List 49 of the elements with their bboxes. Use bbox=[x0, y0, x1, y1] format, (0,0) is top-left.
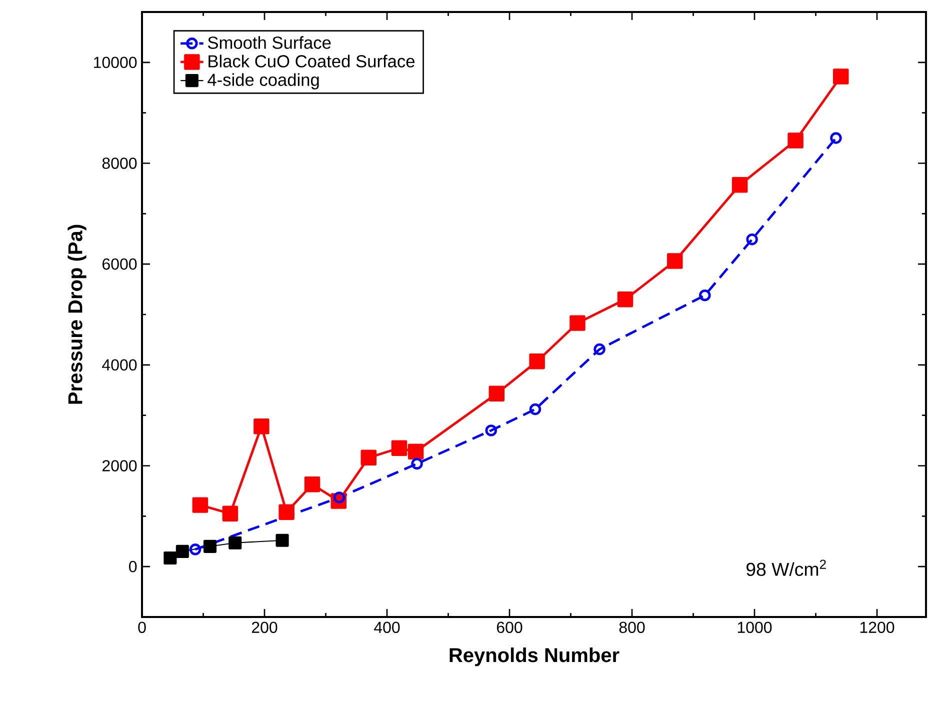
x-axis-title: Reynolds Number bbox=[450, 648, 620, 666]
point bbox=[333, 492, 346, 504]
point bbox=[254, 418, 270, 434]
point bbox=[570, 315, 586, 331]
x-tick-label: 200 bbox=[252, 622, 278, 634]
y-tick-label: 2000 bbox=[102, 460, 137, 472]
point bbox=[488, 386, 505, 402]
point bbox=[192, 497, 208, 513]
y-tick-label: 4000 bbox=[102, 359, 137, 371]
y-tick-label: 10000 bbox=[94, 56, 137, 68]
point bbox=[228, 536, 242, 550]
point bbox=[529, 354, 545, 370]
legend-label: Black CuO Coated Surface bbox=[208, 54, 414, 68]
point bbox=[667, 253, 683, 269]
point bbox=[304, 476, 320, 492]
point bbox=[276, 534, 289, 547]
x-tick-label: 400 bbox=[374, 622, 400, 634]
point bbox=[594, 343, 606, 356]
x-tick-label: 1200 bbox=[860, 622, 894, 634]
x-tick-label: 600 bbox=[496, 622, 522, 634]
point bbox=[833, 68, 849, 84]
y-tick-label: 0 bbox=[129, 560, 137, 572]
point bbox=[788, 132, 804, 148]
point bbox=[391, 440, 408, 456]
y-tick-label: 8000 bbox=[102, 158, 137, 169]
y-axis-title: Pressure Drop (Pa) bbox=[68, 224, 86, 404]
point bbox=[203, 540, 217, 553]
point bbox=[189, 544, 202, 556]
point bbox=[485, 424, 497, 436]
annotation: 98 W/cm$^{2}$ bbox=[746, 560, 826, 576]
x-tick-label: 0 bbox=[138, 622, 146, 634]
point bbox=[176, 544, 189, 558]
point bbox=[222, 506, 238, 522]
x-tick-label: 800 bbox=[619, 622, 645, 634]
y-tick-label: 6000 bbox=[102, 258, 137, 270]
point bbox=[408, 444, 424, 460]
legend-label: Smooth Surface bbox=[208, 36, 331, 49]
point bbox=[732, 177, 748, 193]
point bbox=[529, 403, 542, 416]
point bbox=[411, 458, 423, 470]
point bbox=[164, 551, 177, 565]
point bbox=[746, 234, 758, 246]
x-tick-label: 1000 bbox=[738, 622, 772, 634]
point bbox=[278, 504, 294, 520]
point bbox=[830, 132, 842, 144]
legend-label: 4-side coading bbox=[208, 73, 319, 90]
point bbox=[360, 450, 376, 466]
point bbox=[699, 289, 711, 302]
point bbox=[617, 291, 634, 308]
